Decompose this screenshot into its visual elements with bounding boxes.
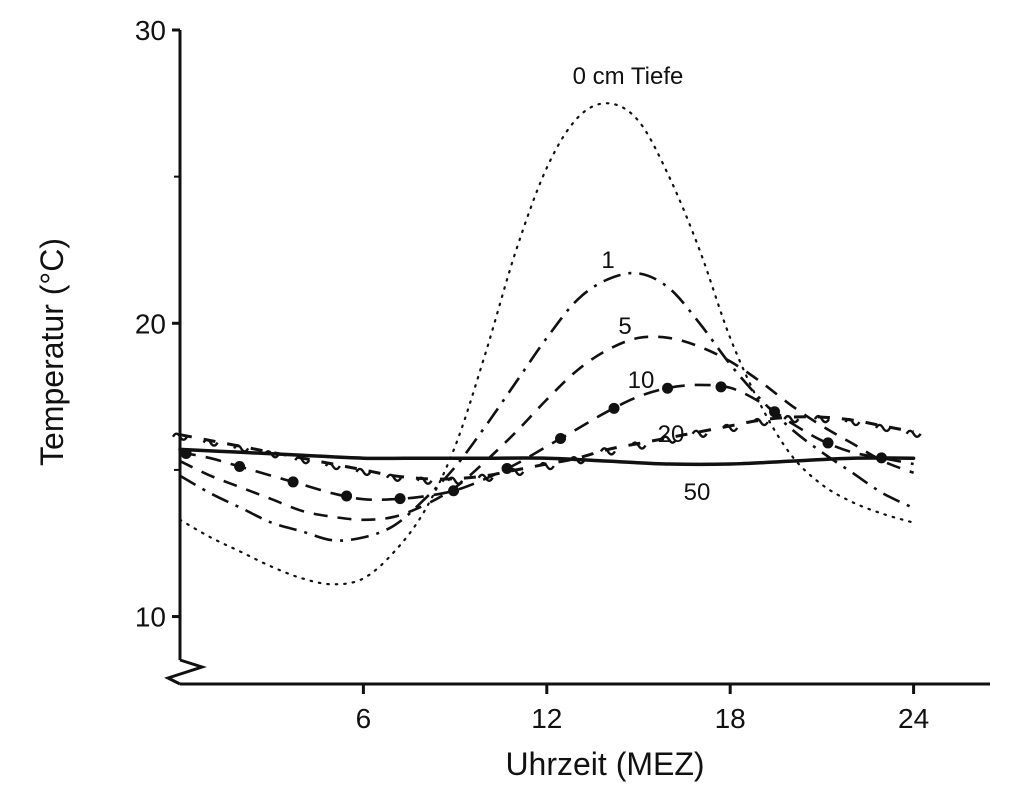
series-label-5: 5 bbox=[618, 313, 631, 340]
series-marker-10-9 bbox=[662, 382, 674, 394]
series-tilde-20-16 bbox=[661, 435, 678, 444]
series-tilde-20-24 bbox=[905, 429, 922, 438]
series-tilde-20-0 bbox=[171, 432, 189, 441]
y-tick-label-0: 10 bbox=[135, 602, 166, 633]
y-tick-label-1: 20 bbox=[135, 308, 166, 339]
series-layer bbox=[171, 102, 922, 586]
series-marker-10-12 bbox=[822, 437, 834, 449]
y-axis-break bbox=[164, 658, 207, 686]
x-ticks: 6 12 18 24 bbox=[356, 684, 929, 734]
series-tilde-20-17 bbox=[691, 429, 708, 438]
series-tilde-20-6 bbox=[355, 467, 372, 477]
series-tilde-20-7 bbox=[385, 473, 402, 482]
series-tilde-20-10 bbox=[477, 473, 494, 482]
series-tilde-20-4 bbox=[294, 456, 311, 465]
series-marker-10-7 bbox=[555, 433, 567, 445]
series-marker-10-4 bbox=[394, 493, 406, 505]
series-marker-10-2 bbox=[287, 476, 299, 488]
series-line-10 bbox=[179, 383, 914, 502]
series-tilde-20-1 bbox=[202, 438, 219, 447]
axes bbox=[164, 30, 990, 686]
x-tick-label-1: 12 bbox=[531, 703, 562, 734]
y-axis-title: Temperatur (°C) bbox=[34, 238, 70, 466]
y-ticks: 10 20 30 bbox=[135, 15, 180, 633]
x-tick-label-3: 24 bbox=[898, 703, 929, 734]
series-line-50 bbox=[178, 447, 916, 467]
series-marker-10-10 bbox=[715, 381, 727, 393]
series-line-0-cm-tiefe bbox=[178, 102, 915, 586]
series-marker-10-3 bbox=[341, 490, 353, 502]
x-tick-label-2: 18 bbox=[715, 703, 746, 734]
x-axis-title: Uhrzeit (MEZ) bbox=[505, 746, 704, 782]
y-tick-label-2: 30 bbox=[135, 15, 166, 46]
series-marker-10-8 bbox=[608, 402, 620, 414]
series-label-10: 10 bbox=[628, 367, 655, 394]
series-tilde-20-9 bbox=[447, 476, 464, 485]
x-tick-label-0: 6 bbox=[356, 703, 372, 734]
series-tilde-20-21 bbox=[813, 414, 830, 424]
series-tilde-20-5 bbox=[324, 461, 341, 471]
series-line-5 bbox=[179, 335, 915, 522]
series-label-20: 20 bbox=[658, 421, 685, 448]
series-marker-10-5 bbox=[448, 485, 460, 497]
series-marker-10-11 bbox=[769, 406, 781, 418]
series-labels: 0 cm Tiefe 1 5 10 20 50 bbox=[573, 63, 711, 506]
series-label-1: 1 bbox=[601, 247, 614, 274]
series-marker-10-1 bbox=[234, 461, 246, 473]
series-tilde-20-12 bbox=[538, 461, 555, 471]
series-tilde-20-20 bbox=[783, 414, 800, 424]
series-tilde-20-14 bbox=[599, 447, 616, 456]
series-tilde-20-22 bbox=[844, 417, 861, 427]
series-tilde-20-19 bbox=[752, 417, 769, 427]
series-label-0cm: 0 cm Tiefe bbox=[573, 63, 684, 90]
series-tilde-20-23 bbox=[874, 423, 892, 433]
series-tilde-20-11 bbox=[508, 467, 525, 477]
series-tilde-20-15 bbox=[630, 441, 647, 450]
series-label-50: 50 bbox=[684, 479, 711, 506]
series-line-1 bbox=[179, 271, 915, 542]
series-tilde-20-8 bbox=[416, 476, 433, 485]
series-tilde-20-18 bbox=[722, 423, 739, 433]
